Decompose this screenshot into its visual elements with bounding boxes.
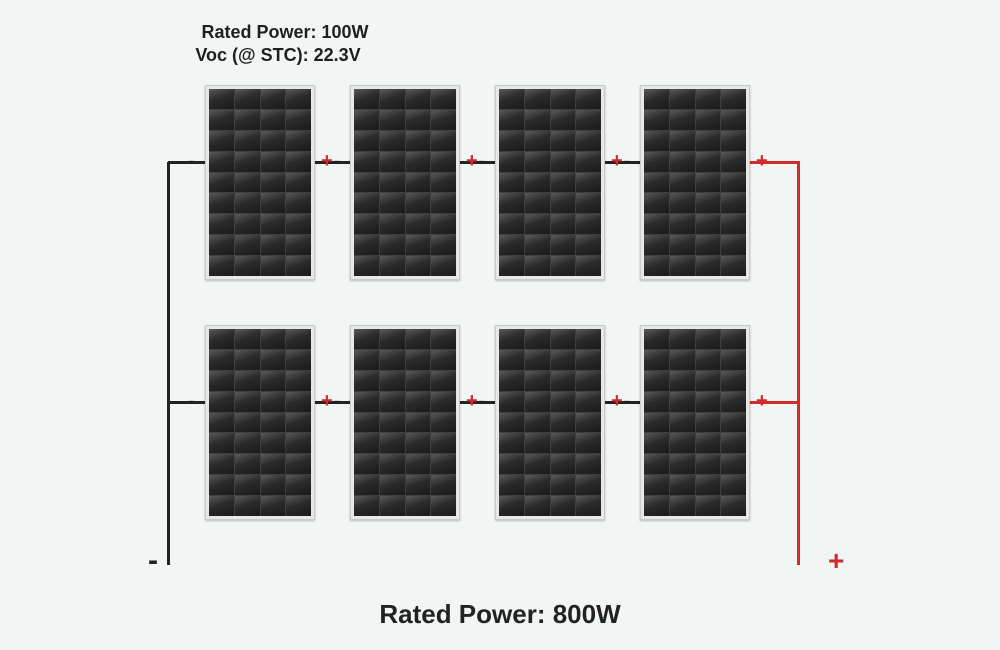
output-terminal-neg: -	[148, 546, 158, 576]
terminal-neg-r1-c0: -	[188, 390, 195, 412]
output-terminal-pos: +	[828, 547, 844, 575]
header-line2: Voc (@ STC): 22.3V	[0, 45, 1000, 66]
header-line1: Rated Power: 100W	[0, 22, 1000, 43]
diagram-canvas: Rated Power: 100WVoc (@ STC): 22.3V-+-+-…	[0, 0, 1000, 650]
solar-panel-r1-c0	[205, 325, 315, 520]
terminal-neg-r1-c1: -	[333, 390, 340, 412]
terminal-pos-r1-c2: +	[611, 391, 623, 411]
solar-panel-r0-c0	[205, 85, 315, 280]
terminal-pos-r0-c2: +	[611, 151, 623, 171]
solar-panel-r0-c3	[640, 85, 750, 280]
solar-panel-r0-c0-cells	[209, 89, 311, 276]
solar-panel-r1-c0-cells	[209, 329, 311, 516]
solar-panel-r1-c1	[350, 325, 460, 520]
bus-neg-vertical	[167, 162, 170, 565]
terminal-pos-r1-c0: +	[321, 391, 333, 411]
solar-panel-r1-c3-cells	[644, 329, 746, 516]
terminal-neg-r0-c2: -	[478, 150, 485, 172]
solar-panel-r0-c3-cells	[644, 89, 746, 276]
solar-panel-r0-c2-cells	[499, 89, 601, 276]
bus-pos-vertical	[797, 162, 800, 565]
terminal-neg-r1-c2: -	[478, 390, 485, 412]
terminal-neg-r0-c3: -	[623, 150, 630, 172]
terminal-neg-r0-c1: -	[333, 150, 340, 172]
footer-rated-power: Rated Power: 800W	[0, 599, 1000, 630]
solar-panel-r0-c1-cells	[354, 89, 456, 276]
solar-panel-r1-c2-cells	[499, 329, 601, 516]
terminal-pos-r0-c1: +	[466, 151, 478, 171]
solar-panel-r0-c2	[495, 85, 605, 280]
solar-panel-r1-c3	[640, 325, 750, 520]
terminal-pos-r0-c3: +	[756, 151, 768, 171]
terminal-pos-r1-c1: +	[466, 391, 478, 411]
solar-panel-r0-c1	[350, 85, 460, 280]
terminal-pos-r1-c3: +	[756, 391, 768, 411]
solar-panel-r1-c2	[495, 325, 605, 520]
terminal-neg-r0-c0: -	[188, 150, 195, 172]
solar-panel-r1-c1-cells	[354, 329, 456, 516]
terminal-pos-r0-c0: +	[321, 151, 333, 171]
terminal-neg-r1-c3: -	[623, 390, 630, 412]
